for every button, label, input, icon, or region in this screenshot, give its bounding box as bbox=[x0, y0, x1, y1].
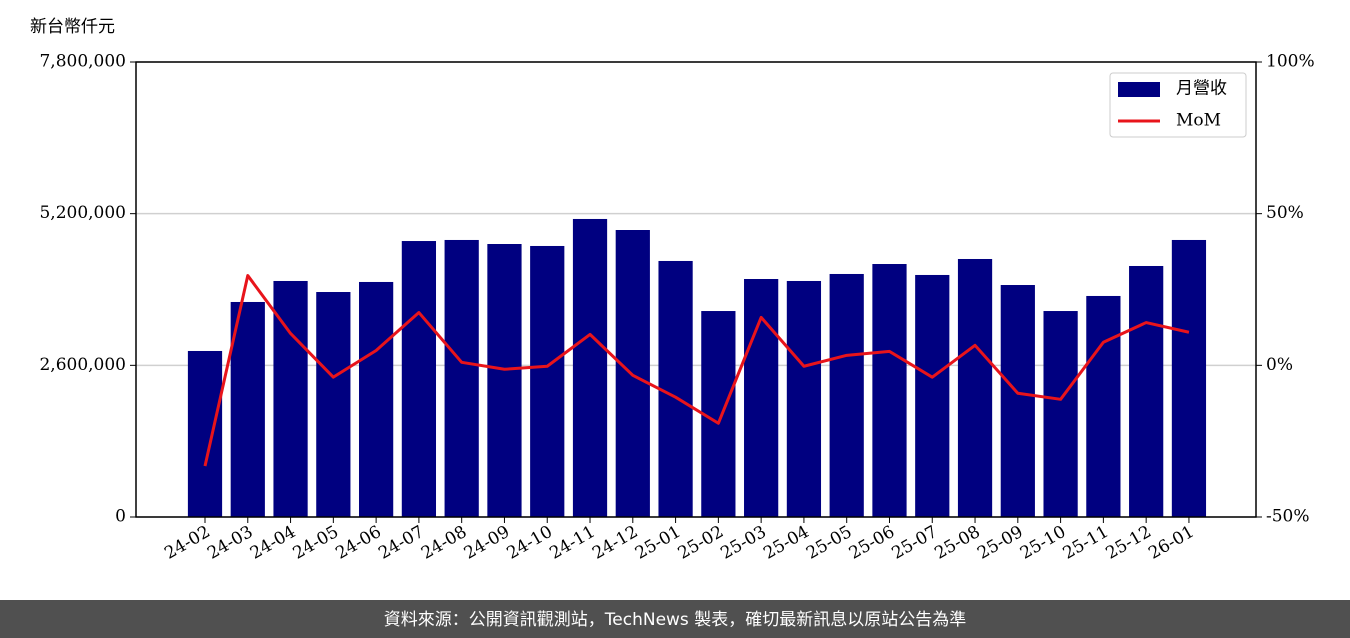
bar bbox=[744, 279, 779, 517]
bar bbox=[572, 218, 608, 517]
bar bbox=[230, 301, 265, 517]
bar bbox=[957, 258, 993, 517]
bar bbox=[829, 273, 864, 517]
legend-label: MoM bbox=[1176, 111, 1221, 131]
bar bbox=[1171, 239, 1207, 517]
bar bbox=[359, 281, 394, 517]
bar bbox=[658, 260, 693, 517]
y2-tick-label: -50% bbox=[1266, 507, 1310, 527]
y-tick-label: 7,800,000 bbox=[39, 52, 126, 72]
bar bbox=[444, 239, 479, 517]
bar bbox=[401, 241, 437, 517]
bar bbox=[701, 311, 736, 517]
bar bbox=[530, 245, 565, 517]
y2-tick-label: 50% bbox=[1266, 203, 1304, 223]
bar bbox=[187, 350, 223, 517]
bar bbox=[1000, 285, 1035, 517]
bar bbox=[786, 280, 822, 517]
line bbox=[203, 274, 1190, 467]
bar bbox=[316, 292, 351, 517]
bar bbox=[1043, 311, 1078, 517]
bar bbox=[1129, 265, 1164, 517]
legend-label: 月營收 bbox=[1176, 79, 1227, 99]
legend-swatch bbox=[1118, 82, 1160, 97]
bar bbox=[1086, 295, 1121, 517]
footer-bar bbox=[0, 600, 1350, 638]
footer-text: 資料來源：公開資訊觀測站，TechNews 製表，確切最新訊息以原站公告為準 bbox=[384, 610, 966, 630]
bar bbox=[487, 244, 522, 517]
y-tick-label: 2,600,000 bbox=[39, 355, 126, 375]
bar bbox=[915, 274, 950, 517]
bar bbox=[872, 264, 907, 517]
y-axis-label: 新台幣仟元 bbox=[30, 17, 115, 37]
y2-tick-label: 0% bbox=[1266, 355, 1293, 375]
y2-tick-label: 100% bbox=[1266, 52, 1315, 72]
y-tick-label: 0 bbox=[115, 507, 126, 527]
plot-frame bbox=[135, 61, 1257, 518]
y-tick-label: 5,200,000 bbox=[39, 203, 126, 223]
